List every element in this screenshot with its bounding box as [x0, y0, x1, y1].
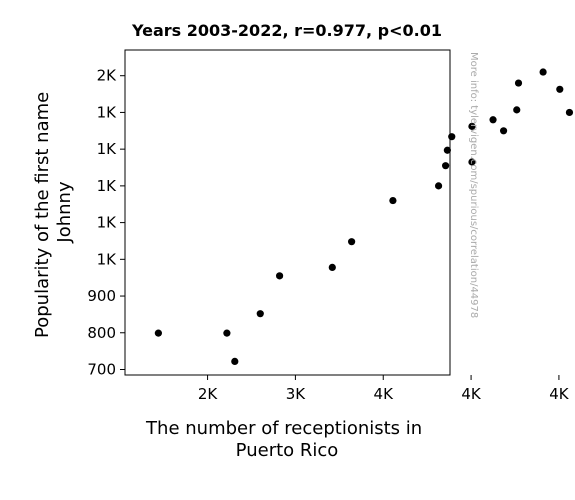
scatter-point — [539, 68, 547, 76]
y-tick-label: 2K — [97, 67, 118, 85]
y-axis: 700 800 900 1K 1K 1K 1K 1K 2K — [87, 67, 125, 378]
scatter-point — [275, 272, 284, 280]
y-axis-label: Popularity of the first name Johnny — [32, 86, 75, 338]
scatter-point — [499, 127, 508, 135]
x-axis-label-line-2: Puerto Rico — [236, 440, 339, 461]
chart-title: Years 2003-2022, r=0.977, p<0.01 — [131, 21, 442, 40]
scatter-point — [556, 85, 564, 93]
y-tick-label: 1K — [97, 103, 118, 121]
y-tick-label: 1K — [97, 250, 118, 268]
y-tick-label: 700 — [87, 360, 116, 378]
scatter-point — [231, 357, 239, 366]
data-points — [154, 68, 574, 366]
y-axis-label-line-1: Popularity of the first name — [32, 92, 53, 338]
scatter-point — [256, 310, 264, 318]
scatter-point — [442, 162, 450, 170]
y-tick-label: 900 — [87, 287, 116, 305]
y-tick-label: 1K — [97, 177, 118, 195]
x-tick-label: 4K — [374, 385, 395, 403]
scatter-point — [514, 79, 523, 87]
x-axis-label: The number of receptionists in Puerto Ri… — [145, 418, 428, 461]
scatter-point — [448, 133, 456, 141]
scatter-point — [443, 146, 451, 154]
scatter-point — [489, 116, 497, 124]
y-tick-label: 1K — [97, 140, 118, 158]
scatter-point — [434, 182, 443, 190]
scatter-point — [328, 263, 336, 272]
scatter-point — [565, 108, 574, 117]
plot-area — [124, 49, 451, 376]
x-axis: 2K 3K 4K 4K 4K — [198, 375, 570, 403]
scatter-point — [389, 196, 397, 205]
x-tick-label: 4K — [461, 385, 482, 403]
x-tick-label: 4K — [549, 385, 570, 403]
scatter-point — [468, 122, 476, 130]
scatter-point — [513, 106, 521, 114]
y-axis-label-line-2: Johnny — [54, 181, 75, 244]
x-tick-label: 2K — [198, 385, 219, 403]
y-tick-label: 800 — [87, 324, 116, 342]
scatter-point — [223, 329, 231, 337]
scatter-point — [348, 238, 356, 246]
watermark: More info: tylervigen.com/spurious/corre… — [468, 52, 479, 318]
scatter-point — [468, 158, 476, 166]
x-tick-label: 3K — [286, 385, 307, 403]
scatter-point — [154, 329, 162, 337]
y-tick-label: 1K — [97, 214, 118, 232]
x-axis-label-line-1: The number of receptionists in — [145, 418, 422, 439]
